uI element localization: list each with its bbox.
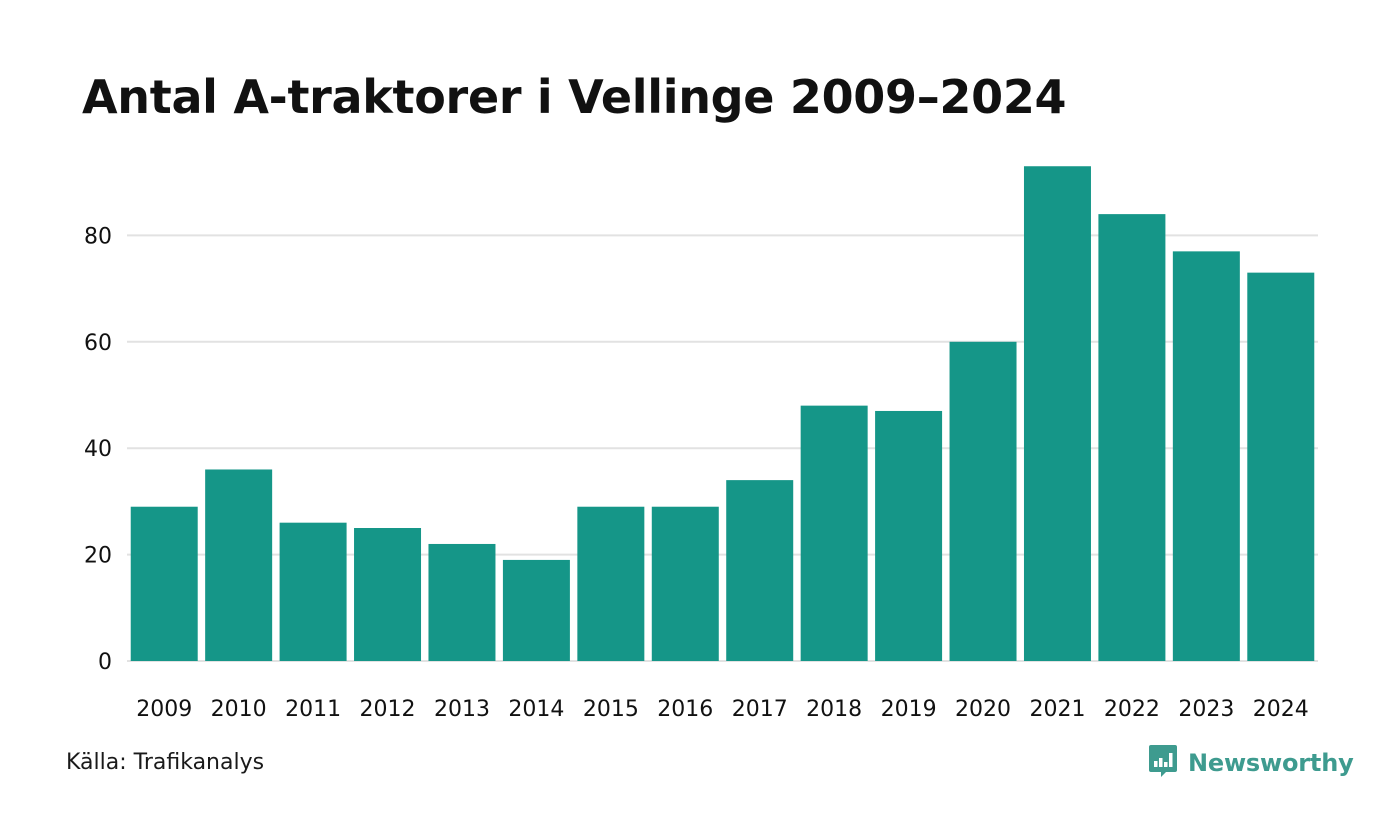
bar-2014 xyxy=(502,559,570,661)
bar-2013 xyxy=(428,543,496,661)
x-tick-label: 2017 xyxy=(732,697,788,722)
x-tick-label: 2012 xyxy=(360,697,416,722)
y-tick-label: 60 xyxy=(84,331,112,356)
source-note: Källa: Trafikanalys xyxy=(66,750,265,775)
x-tick-label: 2014 xyxy=(508,697,564,722)
y-tick-label: 20 xyxy=(84,544,112,569)
bar-2009 xyxy=(130,506,198,661)
brand-name: Newsworthy xyxy=(1188,749,1354,777)
bar-2015 xyxy=(577,506,645,661)
x-tick-label: 2023 xyxy=(1178,697,1234,722)
brand-logo: Newsworthy xyxy=(1148,744,1354,782)
x-tick-label: 2019 xyxy=(881,697,937,722)
y-axis-tick-labels: 0 20 40 60 80 xyxy=(84,224,112,675)
bar-2011 xyxy=(279,522,347,661)
bar-2010 xyxy=(205,469,273,661)
x-tick-label: 2016 xyxy=(657,697,713,722)
x-tick-label: 2013 xyxy=(434,697,490,722)
x-tick-label: 2018 xyxy=(806,697,862,722)
bar-2022 xyxy=(1098,214,1166,661)
x-tick-label: 2020 xyxy=(955,697,1011,722)
x-tick-label: 2015 xyxy=(583,697,639,722)
x-tick-label: 2009 xyxy=(136,697,192,722)
x-tick-label: 2010 xyxy=(211,697,267,722)
bars xyxy=(130,166,1315,662)
x-tick-label: 2021 xyxy=(1029,697,1085,722)
y-tick-label: 0 xyxy=(98,650,112,675)
chart-title: Antal A-traktorer i Vellinge 2009–2024 xyxy=(82,70,1067,124)
y-tick-label: 40 xyxy=(84,437,112,462)
bar-2016 xyxy=(651,506,719,661)
bar-2019 xyxy=(875,410,943,661)
x-axis-tick-labels: 2009 2010 2011 2012 2013 2014 2015 2016 2017 2018… xyxy=(136,697,1309,722)
bar-2018 xyxy=(800,405,868,661)
newsworthy-logo-icon xyxy=(1148,744,1178,782)
y-tick-label: 80 xyxy=(84,224,112,249)
bar-2012 xyxy=(354,528,422,661)
x-tick-label: 2022 xyxy=(1104,697,1160,722)
x-tick-label: 2024 xyxy=(1253,697,1309,722)
x-tick-label: 2011 xyxy=(285,697,341,722)
bar-2020 xyxy=(949,341,1017,661)
bar-2021 xyxy=(1023,166,1091,662)
bar-2023 xyxy=(1172,251,1240,662)
bar-2024 xyxy=(1247,272,1315,661)
bar-2017 xyxy=(726,480,794,661)
